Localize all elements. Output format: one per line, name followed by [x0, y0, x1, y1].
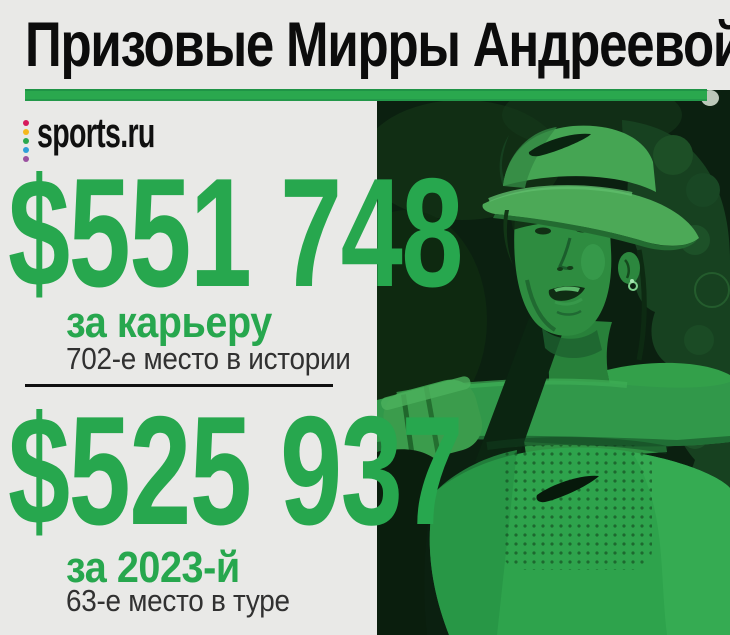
player-photo	[377, 90, 730, 635]
career-prize-note: 702-е место в истории	[66, 341, 351, 376]
logo-dots	[23, 120, 29, 165]
career-prize-amount: $551 748	[8, 146, 463, 319]
logo-dot	[23, 138, 29, 144]
logo-dot	[23, 156, 29, 162]
logo-text: sports.ru	[37, 109, 155, 156]
nike-swoosh-icon	[528, 133, 591, 157]
season-prize-amount: $525 937	[8, 384, 463, 557]
eye-left	[535, 227, 551, 235]
season-prize-label: за 2023-й	[66, 543, 240, 592]
logo-dot	[23, 147, 29, 153]
season-prize-note: 63-е место в туре	[66, 583, 290, 618]
logo-dot	[23, 129, 29, 135]
accent-bar	[25, 89, 707, 101]
career-prize-label: за карьеру	[66, 298, 272, 347]
nike-swoosh-icon	[536, 475, 599, 503]
visor	[482, 125, 699, 265]
tank-top	[429, 437, 730, 635]
racket-handle	[475, 318, 565, 468]
section-divider	[25, 384, 333, 387]
player-ear	[618, 252, 640, 291]
page-title: Призовые Мирры Андреевой	[25, 10, 730, 80]
logo-dot	[23, 120, 29, 126]
wristband	[381, 376, 483, 463]
